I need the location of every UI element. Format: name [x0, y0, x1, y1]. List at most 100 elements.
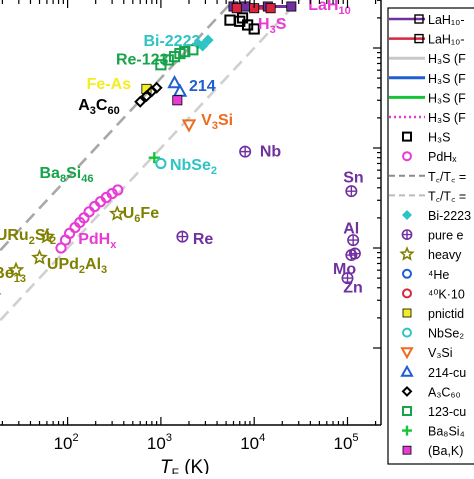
- legend-marker-21: [402, 406, 412, 416]
- x-axis-label: TF (K): [160, 457, 210, 474]
- legend-marker-2: [389, 33, 425, 44]
- legend-marker-16: [402, 308, 412, 318]
- legend-marker-7: [402, 131, 412, 142]
- legend-label-9: T꜀/T꜀ =: [428, 170, 466, 184]
- x-tick-label-1: 102: [54, 432, 79, 453]
- legend-marker-13: [399, 246, 415, 261]
- point-heavy-fermions-4: [7, 261, 25, 278]
- annotation-label-9: Nb: [260, 144, 282, 161]
- point-a3c60-1: [134, 95, 147, 108]
- point-heavy-fermions-2: [38, 227, 56, 244]
- legend-label-14: ⁴He: [428, 268, 449, 282]
- axes: 102 103 104 105 TF (K): [0, 0, 382, 479]
- point-v3si-1: [181, 119, 197, 133]
- annotation-label-13: U6Fe: [123, 205, 159, 225]
- point-123-cuprates-2: [162, 54, 174, 66]
- legend-label-1: LaH₁₀-: [428, 13, 465, 27]
- legend-label-15: ⁴⁰K·10: [428, 287, 465, 301]
- annotation-label-18: Al: [343, 220, 359, 237]
- legend-marker-18: [400, 347, 414, 360]
- point-h3s-5: [236, 12, 249, 24]
- legend-marker-20: [401, 385, 413, 397]
- point-pure-elements-4: [347, 234, 360, 247]
- annotation-label-21: Mo: [333, 261, 356, 278]
- point-h3s-4: [248, 23, 260, 35]
- point-heavy-fermions-1: [108, 205, 126, 221]
- point--ba-k--1: [172, 95, 183, 106]
- point-pnictides-1: [141, 83, 152, 94]
- x-tick-label-2: 103: [147, 432, 172, 453]
- plot-area: LaH10 H3S Bi-2223 Re-123 Fe-As 214 A3C60 V3Si Nb…: [0, 0, 364, 323]
- annotation-label-4: Re-123: [116, 52, 169, 69]
- legend-marker-19: [400, 364, 414, 377]
- legend-label-7: H₃S: [428, 131, 450, 145]
- annotation-label-17: PdHx: [78, 231, 117, 251]
- annotation-label-2: H3S: [258, 16, 287, 36]
- point-bi-2223-3: [202, 34, 214, 46]
- legend-marker-15: [402, 288, 412, 299]
- legend-label-16: pnictid: [428, 307, 464, 321]
- legend-label-17: NbSe₂: [428, 327, 464, 341]
- legend-label-13: heavy: [428, 248, 462, 262]
- point-pure-elements-1: [239, 145, 252, 158]
- point-lah10-trace-2--1: [231, 3, 242, 14]
- annotation-label-16: URu2Si2: [0, 227, 56, 247]
- legend-label-5: H₃S (F: [428, 91, 466, 105]
- x-tick-label-3: 104: [240, 432, 265, 453]
- legend-label-6: H₃S (F: [428, 111, 466, 125]
- x-tick-label-4: 105: [334, 432, 359, 453]
- legend-marker-17: [402, 327, 412, 338]
- annotation-label-22: Zn: [343, 279, 363, 296]
- annotation-label-10: Ba8Si46: [40, 165, 94, 185]
- point-h3s-1: [224, 14, 236, 26]
- point-pure-elements-7: [345, 249, 358, 262]
- point-lah10-trace-1--4: [286, 1, 297, 12]
- point-pure-elements-3: [345, 185, 358, 198]
- point-nbse2-1: [155, 157, 167, 170]
- point-123-cuprates-5: [179, 46, 191, 58]
- legend-marker-22: [402, 425, 412, 436]
- point-ba8si46-1: [148, 152, 160, 164]
- point-heavy-fermions-3: [31, 249, 48, 265]
- guide-line-1: [0, 0, 236, 253]
- legend-marker-8: [402, 151, 412, 162]
- guide-line-2: [0, 0, 301, 323]
- legend-label-11: Bi-2223: [428, 209, 471, 223]
- annotation-label-11: NbSe2: [170, 157, 217, 177]
- legend-label-20: A₃C₆₀: [428, 385, 461, 399]
- annotation-label-1: LaH10: [308, 0, 350, 17]
- legend-label-2: LaH₁₀-: [428, 33, 465, 47]
- point-pure-elements-2: [176, 230, 189, 243]
- annotation-label-6: 214: [189, 78, 216, 95]
- annotation-label-14: Re: [193, 231, 214, 248]
- point-pdhx-7: [83, 206, 95, 218]
- legend-marker-14: [402, 268, 412, 279]
- annotation-label-20: UBe13: [0, 265, 26, 285]
- legend-label-21: 123-cu: [428, 405, 466, 419]
- legend-label-8: PdHₓ: [428, 150, 457, 164]
- annotation-label-5: Fe-As: [87, 76, 132, 93]
- legend-label-4: H₃S (F: [428, 72, 466, 86]
- point-lah10-trace-2--3: [265, 3, 276, 14]
- point-pdhx-12: [112, 184, 124, 196]
- legend-label-18: V₃Si: [428, 346, 453, 360]
- legend-label-3: H₃S (F: [428, 52, 466, 66]
- annotation-label-7: A3C60: [78, 97, 120, 117]
- point-pure-elements-5: [341, 272, 354, 285]
- legend-label-22: Ba₈Si₄: [428, 425, 465, 439]
- annotation-label-3: Bi-2223: [143, 33, 200, 50]
- annotation-label-8: V3Si: [201, 112, 233, 132]
- legend-marker-1: [389, 14, 425, 24]
- legend-marker-12: [401, 229, 413, 240]
- legend: LaH₁₀- LaH₁₀- H₃S (F H₃S (F H₃S (F H₃S (F H₃S P…: [387, 7, 474, 465]
- annotation-label-19: UPd2Al3: [47, 256, 107, 276]
- legend-marker-11: [402, 210, 412, 220]
- point-123-cuprates-6: [187, 44, 199, 56]
- annotation-label-15: Sn: [343, 170, 363, 187]
- legend-label-23: (Ba,K): [428, 444, 463, 458]
- legend-label-10: T꜀/T꜀ =: [428, 189, 466, 203]
- legend-label-19: 214-cu: [428, 366, 466, 380]
- point-bi-2223-2: [197, 40, 209, 52]
